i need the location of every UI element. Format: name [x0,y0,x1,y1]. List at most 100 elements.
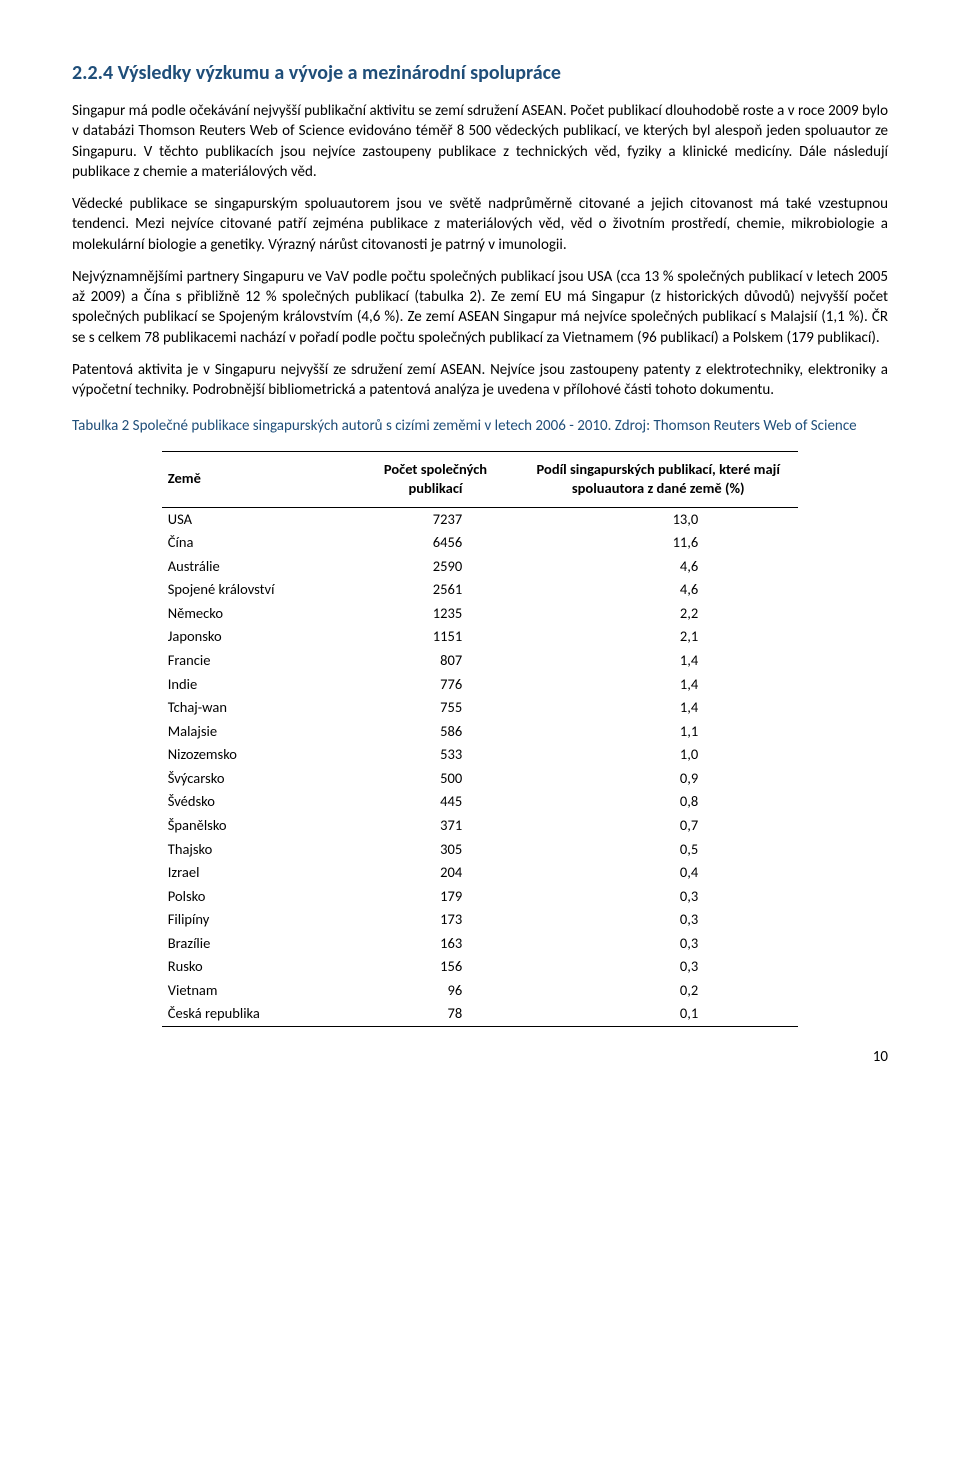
table-row: Česká republika780,1 [162,1002,798,1026]
cell-count: 500 [353,767,518,791]
cell-share: 0,3 [518,955,798,979]
cell-share: 0,5 [518,838,798,862]
cell-count: 371 [353,814,518,838]
body-paragraph: Vědecké publikace se singapurským spolua… [72,194,888,255]
col-country: Země [162,451,353,507]
cell-share: 2,1 [518,625,798,649]
cell-share: 0,3 [518,885,798,909]
table-row: Vietnam960,2 [162,979,798,1003]
cell-country: USA [162,507,353,531]
table-row: Austrálie25904,6 [162,555,798,579]
table-row: Izrael2040,4 [162,861,798,885]
table-row: Thajsko3050,5 [162,838,798,862]
table-row: Indie7761,4 [162,673,798,697]
table-row: Švýcarsko5000,9 [162,767,798,791]
table-row: Švédsko4450,8 [162,790,798,814]
cell-count: 7237 [353,507,518,531]
cell-count: 2561 [353,578,518,602]
table-row: USA723713,0 [162,507,798,531]
table-row: Rusko1560,3 [162,955,798,979]
cell-count: 1151 [353,625,518,649]
cell-country: Německo [162,602,353,626]
cell-country: Filipíny [162,908,353,932]
section-heading: 2.2.4 Výsledky výzkumu a vývoje a meziná… [72,60,888,87]
table-header-row: Země Počet společných publikací Podíl si… [162,451,798,507]
cell-share: 4,6 [518,555,798,579]
cell-country: Thajsko [162,838,353,862]
cell-country: Malajsie [162,720,353,744]
body-paragraph: Nejvýznamnějšími partnery Singapuru ve V… [72,267,888,348]
cell-share: 0,9 [518,767,798,791]
cell-country: Švýcarsko [162,767,353,791]
table-caption-lead: Tabulka 2 [72,417,129,435]
cell-country: Nizozemsko [162,743,353,767]
table-row: Spojené království25614,6 [162,578,798,602]
cell-count: 179 [353,885,518,909]
cell-count: 163 [353,932,518,956]
page-number: 10 [72,1047,888,1067]
cell-count: 204 [353,861,518,885]
cell-share: 1,4 [518,649,798,673]
cell-country: Izrael [162,861,353,885]
body-paragraph: Singapur má podle očekávání nejvyšší pub… [72,101,888,182]
cell-share: 0,8 [518,790,798,814]
table-caption-rest: Společné publikace singapurských autorů … [129,417,856,435]
table-row: Německo12352,2 [162,602,798,626]
cell-country: Brazílie [162,932,353,956]
cell-count: 1235 [353,602,518,626]
table-row: Čína645611,6 [162,531,798,555]
col-count: Počet společných publikací [353,451,518,507]
cell-count: 96 [353,979,518,1003]
cell-country: Francie [162,649,353,673]
cell-country: Švédsko [162,790,353,814]
cell-country: Vietnam [162,979,353,1003]
publications-table: Země Počet společných publikací Podíl si… [162,451,798,1028]
col-share: Podíl singapurských publikací, které maj… [518,451,798,507]
table-caption: Tabulka 2 Společné publikace singapurský… [144,416,888,436]
table-row: Japonsko11512,1 [162,625,798,649]
cell-count: 305 [353,838,518,862]
cell-country: Spojené království [162,578,353,602]
cell-count: 156 [353,955,518,979]
table-row: Brazílie1630,3 [162,932,798,956]
cell-count: 78 [353,1002,518,1026]
cell-share: 0,4 [518,861,798,885]
cell-share: 1,0 [518,743,798,767]
cell-country: Austrálie [162,555,353,579]
body-paragraph: Patentová aktivita je v Singapuru nejvyš… [72,360,888,401]
cell-count: 173 [353,908,518,932]
cell-share: 4,6 [518,578,798,602]
table-row: Francie8071,4 [162,649,798,673]
cell-share: 13,0 [518,507,798,531]
table-row: Nizozemsko5331,0 [162,743,798,767]
cell-count: 533 [353,743,518,767]
table-row: Filipíny1730,3 [162,908,798,932]
cell-share: 0,3 [518,932,798,956]
cell-country: Japonsko [162,625,353,649]
table-row: Malajsie5861,1 [162,720,798,744]
cell-share: 0,3 [518,908,798,932]
table-body: USA723713,0Čína645611,6Austrálie25904,6S… [162,507,798,1026]
cell-count: 2590 [353,555,518,579]
cell-share: 0,1 [518,1002,798,1026]
cell-share: 1,4 [518,673,798,697]
cell-share: 0,2 [518,979,798,1003]
cell-country: Indie [162,673,353,697]
cell-count: 445 [353,790,518,814]
table-row: Španělsko3710,7 [162,814,798,838]
cell-count: 6456 [353,531,518,555]
cell-country: Čína [162,531,353,555]
cell-share: 1,1 [518,720,798,744]
cell-country: Česká republika [162,1002,353,1026]
cell-share: 11,6 [518,531,798,555]
cell-count: 807 [353,649,518,673]
cell-share: 1,4 [518,696,798,720]
cell-share: 0,7 [518,814,798,838]
cell-count: 776 [353,673,518,697]
cell-share: 2,2 [518,602,798,626]
cell-count: 755 [353,696,518,720]
table-row: Tchaj-wan7551,4 [162,696,798,720]
table-row: Polsko1790,3 [162,885,798,909]
cell-count: 586 [353,720,518,744]
cell-country: Polsko [162,885,353,909]
